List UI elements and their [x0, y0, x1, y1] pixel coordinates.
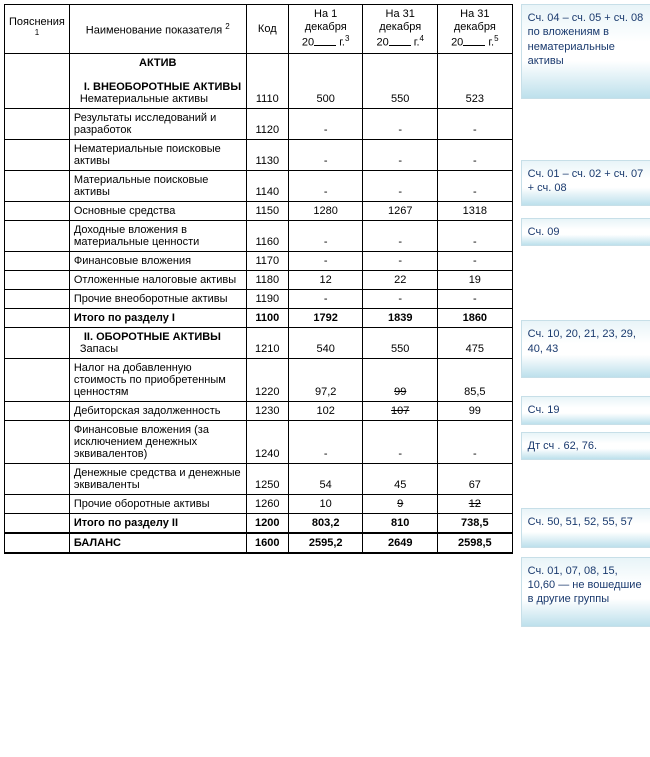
header-poy: Пояснения 1 [5, 5, 70, 54]
row-name: Финансовые вложения (за исключением дене… [74, 424, 209, 460]
row-name: Дебиторская задолженность [74, 405, 221, 417]
section-1-title: I. ВНЕОБОРОТНЫЕ АКТИВЫ [74, 81, 242, 93]
header-date-3: На 31 декабря 20 г.5 [438, 5, 513, 54]
row-name: Итого по разделу II [74, 517, 178, 529]
table-row: Налог на добавленную стоимость по приобр… [5, 359, 513, 402]
row-name: Нематериальные активы [74, 93, 242, 105]
header-date-2-yprefix: 20 [376, 37, 388, 49]
notes-column: Сч. 04 – сч. 05 + сч. 08 по вложениям в … [521, 4, 650, 627]
header-name-sup: 2 [225, 22, 229, 31]
table-row: Результаты исследований и разработок1120… [5, 109, 513, 140]
row-name: БАЛАНС [74, 537, 121, 549]
aktiv-title: АКТИВ [74, 57, 242, 69]
header-name-text: Наименование показателя [86, 24, 222, 36]
header-date-3-sup: 5 [494, 34, 498, 43]
table-row: БАЛАНС16002595,226492598,5 [5, 533, 513, 553]
header-poy-text: Пояснения [9, 16, 65, 28]
table-row: Денежные средства и денежные эквиваленты… [5, 464, 513, 495]
note-box: Сч. 01, 07, 08, 15, 10,60 — не вошедшие … [521, 557, 650, 627]
header-date-1-sup: 3 [345, 34, 349, 43]
table-row: Прочие оборотные активы126010912 [5, 495, 513, 514]
row-name: Итого по разделу I [74, 312, 175, 324]
row-name: Отложенные налоговые активы [74, 274, 236, 286]
header-date-2-top: На 31 декабря [379, 8, 421, 33]
table-row: Доходные вложения в материальные ценност… [5, 221, 513, 252]
header-date-3-yprefix: 20 [451, 37, 463, 49]
note-box: Сч. 19 [521, 396, 650, 424]
row-name: Нематериальные поисковые активы [74, 143, 221, 167]
header-name: Наименование показателя 2 [69, 5, 246, 54]
header-code: Код [246, 5, 288, 54]
header-date-2-sup: 4 [420, 34, 424, 43]
table-row: Итого по разделу II1200803,2810738,5 [5, 514, 513, 534]
page-container: Пояснения 1 Наименование показателя 2 Ко… [4, 4, 650, 627]
header-poy-sup: 1 [35, 28, 39, 37]
row-name: Результаты исследований и разработок [74, 112, 216, 136]
table-row: Отложенные налоговые активы1180122219 [5, 271, 513, 290]
header-date-3-top: На 31 декабря [454, 8, 496, 33]
table-row: Материальные поисковые активы1140--- [5, 171, 513, 202]
note-box: Сч. 10, 20, 21, 23, 29, 40, 43 [521, 320, 650, 378]
table-row: II. ОБОРОТНЫЕ АКТИВЫЗапасы1210540550475 [5, 328, 513, 359]
balance-table: Пояснения 1 Наименование показателя 2 Ко… [4, 4, 513, 554]
table-row: Итого по разделу I1100179218391860 [5, 309, 513, 328]
table-row: Финансовые вложения (за исключением дене… [5, 421, 513, 464]
table-header: Пояснения 1 Наименование показателя 2 Ко… [5, 5, 513, 54]
header-date-1-yprefix: 20 [302, 37, 314, 49]
table-row: Нематериальные поисковые активы1130--- [5, 140, 513, 171]
header-date-1: На 1 декабря 20 г.3 [288, 5, 363, 54]
section-2-title: II. ОБОРОТНЫЕ АКТИВЫ [74, 331, 242, 343]
row-name: Налог на добавленную стоимость по приобр… [74, 362, 226, 398]
note-box: Сч. 09 [521, 218, 650, 246]
section-aktiv-row: АКТИВ I. ВНЕОБОРОТНЫЕ АКТИВЫНематериальны… [5, 54, 513, 109]
row-name: Материальные поисковые активы [74, 174, 209, 198]
row-name: Доходные вложения в материальные ценност… [74, 224, 199, 248]
table-body: АКТИВI. ВНЕОБОРОТНЫЕ АКТИВЫНематериальны… [5, 54, 513, 554]
row-name: Основные средства [74, 205, 176, 217]
header-date-2: На 31 декабря 20 г.4 [363, 5, 438, 54]
row-name: Прочие внеоборотные активы [74, 293, 228, 305]
note-box: Сч. 04 – сч. 05 + сч. 08 по вложениям в … [521, 4, 650, 99]
table-row: Прочие внеоборотные активы1190--- [5, 290, 513, 309]
row-name: Финансовые вложения [74, 255, 191, 267]
row-name: Запасы [74, 343, 242, 355]
table-row: Основные средства1150128012671318 [5, 202, 513, 221]
table-row: Дебиторская задолженность123010210799 [5, 402, 513, 421]
header-date-1-top: На 1 декабря [305, 8, 347, 33]
note-box: Сч. 50, 51, 52, 55, 57 [521, 508, 650, 548]
row-name: Денежные средства и денежные эквиваленты [74, 467, 241, 491]
table-row: Финансовые вложения1170--- [5, 252, 513, 271]
note-box: Дт сч . 62, 76. [521, 432, 650, 460]
row-name: Прочие оборотные активы [74, 498, 210, 510]
note-box: Сч. 01 – сч. 02 + сч. 07 + сч. 08 [521, 160, 650, 206]
